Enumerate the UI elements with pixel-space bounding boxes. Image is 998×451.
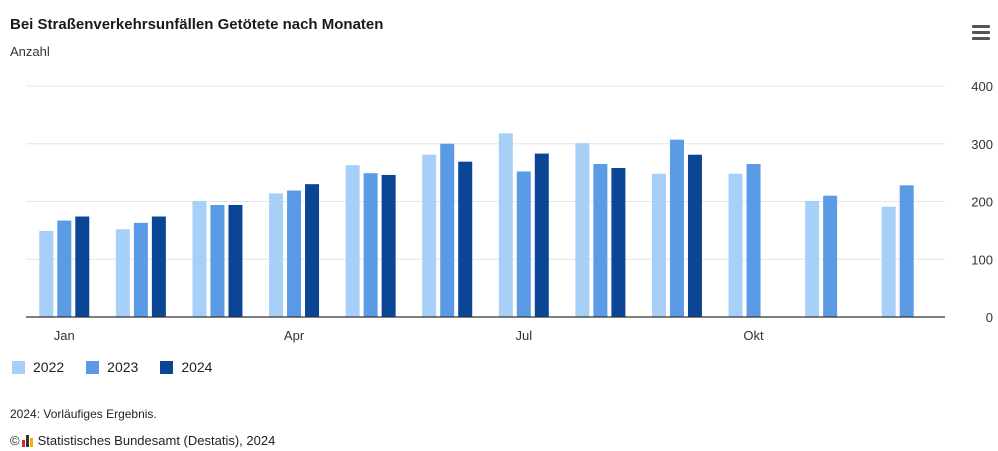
legend-label: 2024 <box>181 359 213 375</box>
bar-2022 <box>192 200 207 317</box>
legend-swatch <box>86 360 100 374</box>
bar-2024 <box>381 174 396 317</box>
x-tick-label: Apr <box>284 328 305 343</box>
bar-2023 <box>899 185 914 317</box>
bar-2023 <box>287 190 302 317</box>
y-tick-label: 400 <box>971 79 993 94</box>
bar-2023 <box>516 171 531 317</box>
chart-subtitle: Anzahl <box>10 44 50 59</box>
legend-item-2023[interactable]: 2023 <box>86 359 138 375</box>
legend-label: 2023 <box>107 359 139 375</box>
bar-2024 <box>534 153 549 317</box>
legend-swatch <box>12 360 25 374</box>
bar-2024 <box>75 216 90 317</box>
y-tick-label: 100 <box>971 252 993 267</box>
chart-title: Bei Straßenverkehrsunfällen Getötete nac… <box>10 16 384 33</box>
x-tick-label: Jul <box>515 328 532 343</box>
bar-2023 <box>669 139 684 317</box>
bar-2022 <box>269 193 284 317</box>
bar-2024 <box>611 168 626 317</box>
bar-2022 <box>39 230 54 317</box>
bar-2023 <box>593 163 608 317</box>
bar-2024 <box>151 216 166 317</box>
bar-2024 <box>305 184 320 317</box>
bar-2023 <box>746 163 761 317</box>
bar-2023 <box>57 220 72 317</box>
bar-2022 <box>651 173 666 317</box>
legend-swatch <box>160 360 174 374</box>
bar-2023 <box>823 195 838 317</box>
bar-2024 <box>458 161 473 317</box>
bar-2022 <box>498 133 513 317</box>
bar-2022 <box>422 154 437 317</box>
bar-2023 <box>133 222 148 317</box>
bar-2022 <box>881 206 896 317</box>
bar-2024 <box>687 154 702 317</box>
source-credit: © Statistisches Bundesamt (Destatis), 20… <box>10 433 275 448</box>
bar-2022 <box>115 229 130 317</box>
legend-item-2022[interactable]: 2022 <box>12 359 64 375</box>
copyright-symbol: © <box>10 433 20 448</box>
x-tick-label: Jan <box>54 328 75 343</box>
destatis-logo-icon <box>21 434 34 447</box>
bar-2022 <box>575 143 590 317</box>
y-tick-label: 0 <box>986 310 993 325</box>
chart-legend: 2022 2023 2024 <box>12 359 212 375</box>
x-tick-label: Okt <box>743 328 764 343</box>
bar-2022 <box>728 173 743 317</box>
footnote: 2024: Vorläufiges Ergebnis. <box>10 407 157 421</box>
credit-text: Statistisches Bundesamt (Destatis), 2024 <box>37 433 276 448</box>
bar-chart: 0 100 200 300 400 Jan Apr Jul Okt <box>26 79 993 343</box>
bar-2022 <box>805 200 820 317</box>
legend-label: 2022 <box>33 359 65 375</box>
bar-2023 <box>363 173 378 317</box>
bar-2023 <box>440 143 455 317</box>
hamburger-menu-icon[interactable] <box>972 25 990 41</box>
bar-2023 <box>210 204 225 317</box>
y-tick-label: 300 <box>971 137 993 152</box>
y-tick-label: 200 <box>971 195 993 210</box>
bar-2024 <box>228 204 243 317</box>
bar-2022 <box>345 165 360 317</box>
legend-item-2024[interactable]: 2024 <box>160 359 212 375</box>
